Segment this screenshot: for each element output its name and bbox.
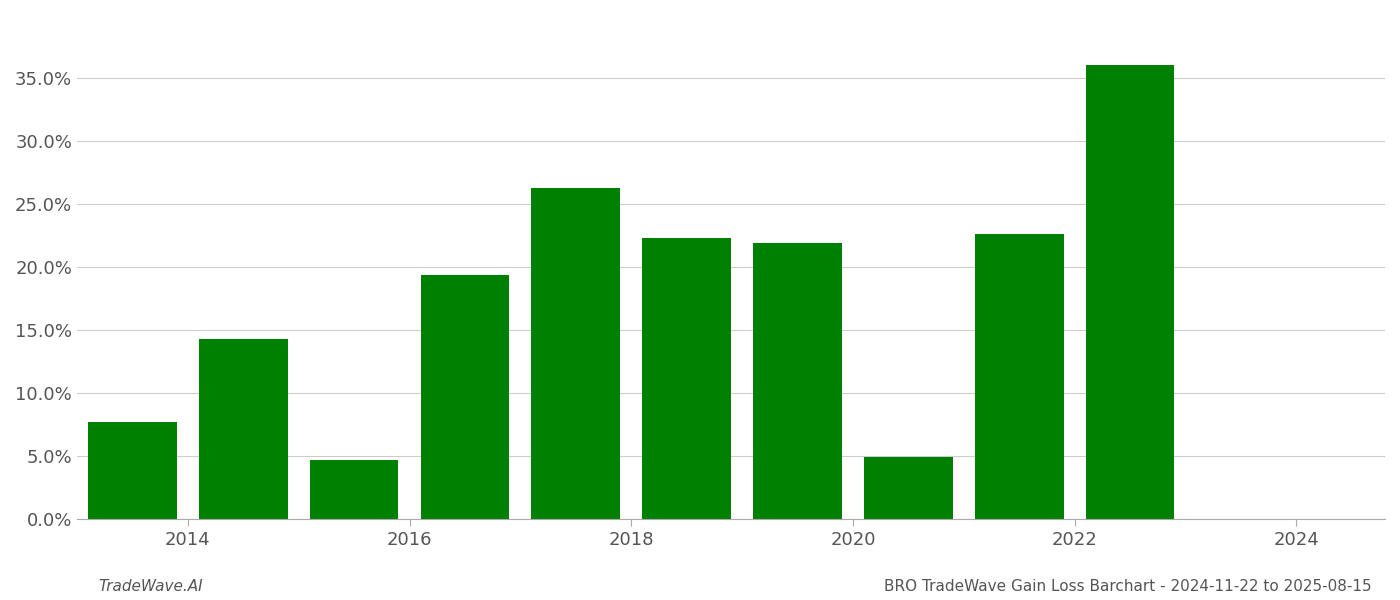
Bar [753, 243, 841, 519]
Bar [199, 339, 287, 519]
Bar [1086, 65, 1175, 519]
Bar [420, 275, 510, 519]
Bar [309, 460, 399, 519]
Bar [88, 422, 176, 519]
Text: BRO TradeWave Gain Loss Barchart - 2024-11-22 to 2025-08-15: BRO TradeWave Gain Loss Barchart - 2024-… [885, 579, 1372, 594]
Bar [864, 457, 952, 519]
Bar [643, 238, 731, 519]
Text: TradeWave.AI: TradeWave.AI [98, 579, 203, 594]
Bar [532, 188, 620, 519]
Bar [974, 235, 1064, 519]
